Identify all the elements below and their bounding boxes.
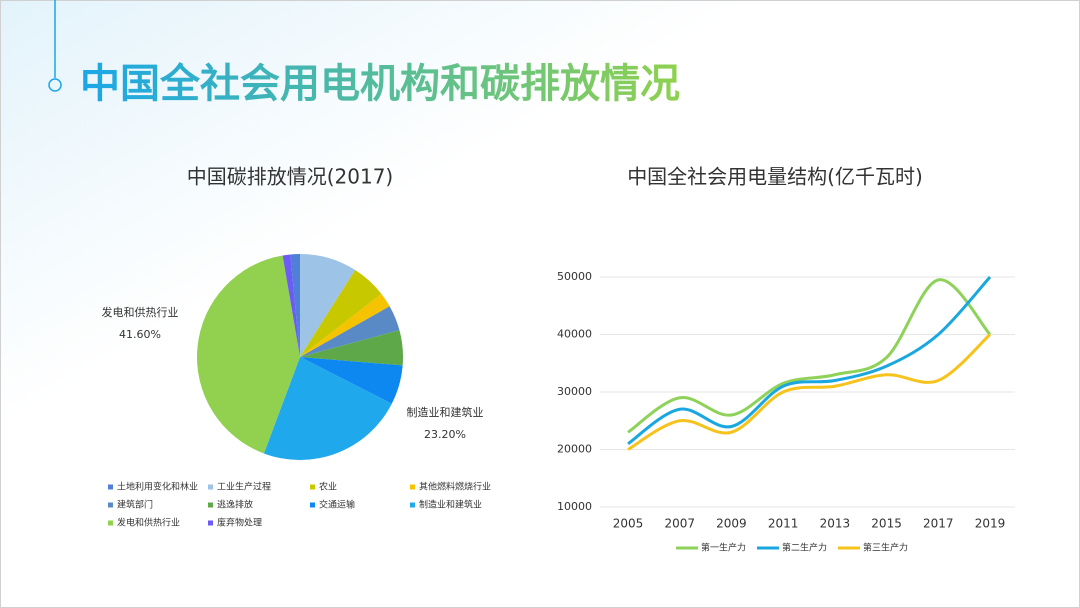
- x-tick-label: 2015: [871, 517, 902, 531]
- legend-label: 逃逸排放: [217, 499, 253, 511]
- pie-slice: [263, 357, 392, 461]
- legend-swatch: [410, 502, 415, 508]
- line-series: [627, 275, 992, 445]
- pie-slice: [300, 254, 356, 357]
- y-tick-label: 40000: [557, 328, 592, 341]
- pie-slice: [300, 306, 400, 357]
- legend-swatch: [108, 520, 113, 526]
- legend-label: 建筑部门: [117, 499, 153, 511]
- legend-label: 其他燃料燃烧行业: [419, 481, 491, 493]
- legend-label: 第二生产力: [782, 542, 827, 554]
- legend-label: 发电和供热行业: [117, 517, 180, 529]
- legend-swatch: [310, 502, 315, 508]
- legend-swatch: [310, 484, 315, 490]
- legend-label: 土地利用变化和林业: [117, 481, 198, 493]
- x-tick-label: 2017: [923, 517, 954, 531]
- data-label: 41.60%: [119, 328, 161, 341]
- x-tick-label: 2011: [768, 517, 799, 531]
- data-label: 23.20%: [424, 428, 466, 441]
- legend-swatch: [108, 484, 113, 490]
- slice-name: 发电和供热行业: [102, 305, 179, 319]
- legend-swatch: [208, 484, 213, 490]
- slice-name: 制造业和建筑业: [407, 405, 484, 419]
- legend-label: 制造业和建筑业: [419, 499, 482, 511]
- y-tick-label: 10000: [557, 500, 592, 513]
- y-tick-label: 30000: [557, 385, 592, 398]
- decor-circle: [48, 78, 62, 92]
- pie-slice: [290, 254, 300, 357]
- line-series: [627, 333, 992, 451]
- pie-slice: [300, 330, 403, 366]
- x-tick-label: 2019: [975, 517, 1006, 531]
- pie-slice: [282, 254, 300, 357]
- x-tick-label: 2007: [664, 517, 695, 531]
- pie-slice: [300, 270, 382, 357]
- legend-label: 第三生产力: [863, 542, 908, 554]
- chart-title: 中国碳排放情况(2017): [187, 165, 394, 189]
- legend-swatch: [208, 502, 213, 508]
- pie-slice: [300, 357, 403, 404]
- x-tick-label: 2013: [820, 517, 851, 531]
- legend-label: 农业: [319, 481, 337, 493]
- x-tick-label: 2005: [613, 517, 644, 531]
- legend-label: 第一生产力: [701, 542, 746, 554]
- legend-swatch: [108, 502, 113, 508]
- legend-swatch: [410, 484, 415, 490]
- y-tick-label: 50000: [557, 270, 592, 283]
- legend-label: 交通运输: [319, 499, 355, 511]
- line-series: [627, 278, 992, 434]
- pie-slice: [300, 293, 390, 357]
- legend-swatch: [208, 520, 213, 526]
- legend-label: 工业生产过程: [217, 481, 271, 493]
- pie-slice: [197, 255, 300, 454]
- legend-label: 废弃物处理: [217, 517, 262, 529]
- y-tick-label: 20000: [557, 443, 592, 456]
- slide-title: 中国全社会用电机构和碳排放情况: [80, 61, 680, 107]
- x-tick-label: 2009: [716, 517, 747, 531]
- chart-title: 中国全社会用电量结构(亿千瓦时): [627, 165, 923, 189]
